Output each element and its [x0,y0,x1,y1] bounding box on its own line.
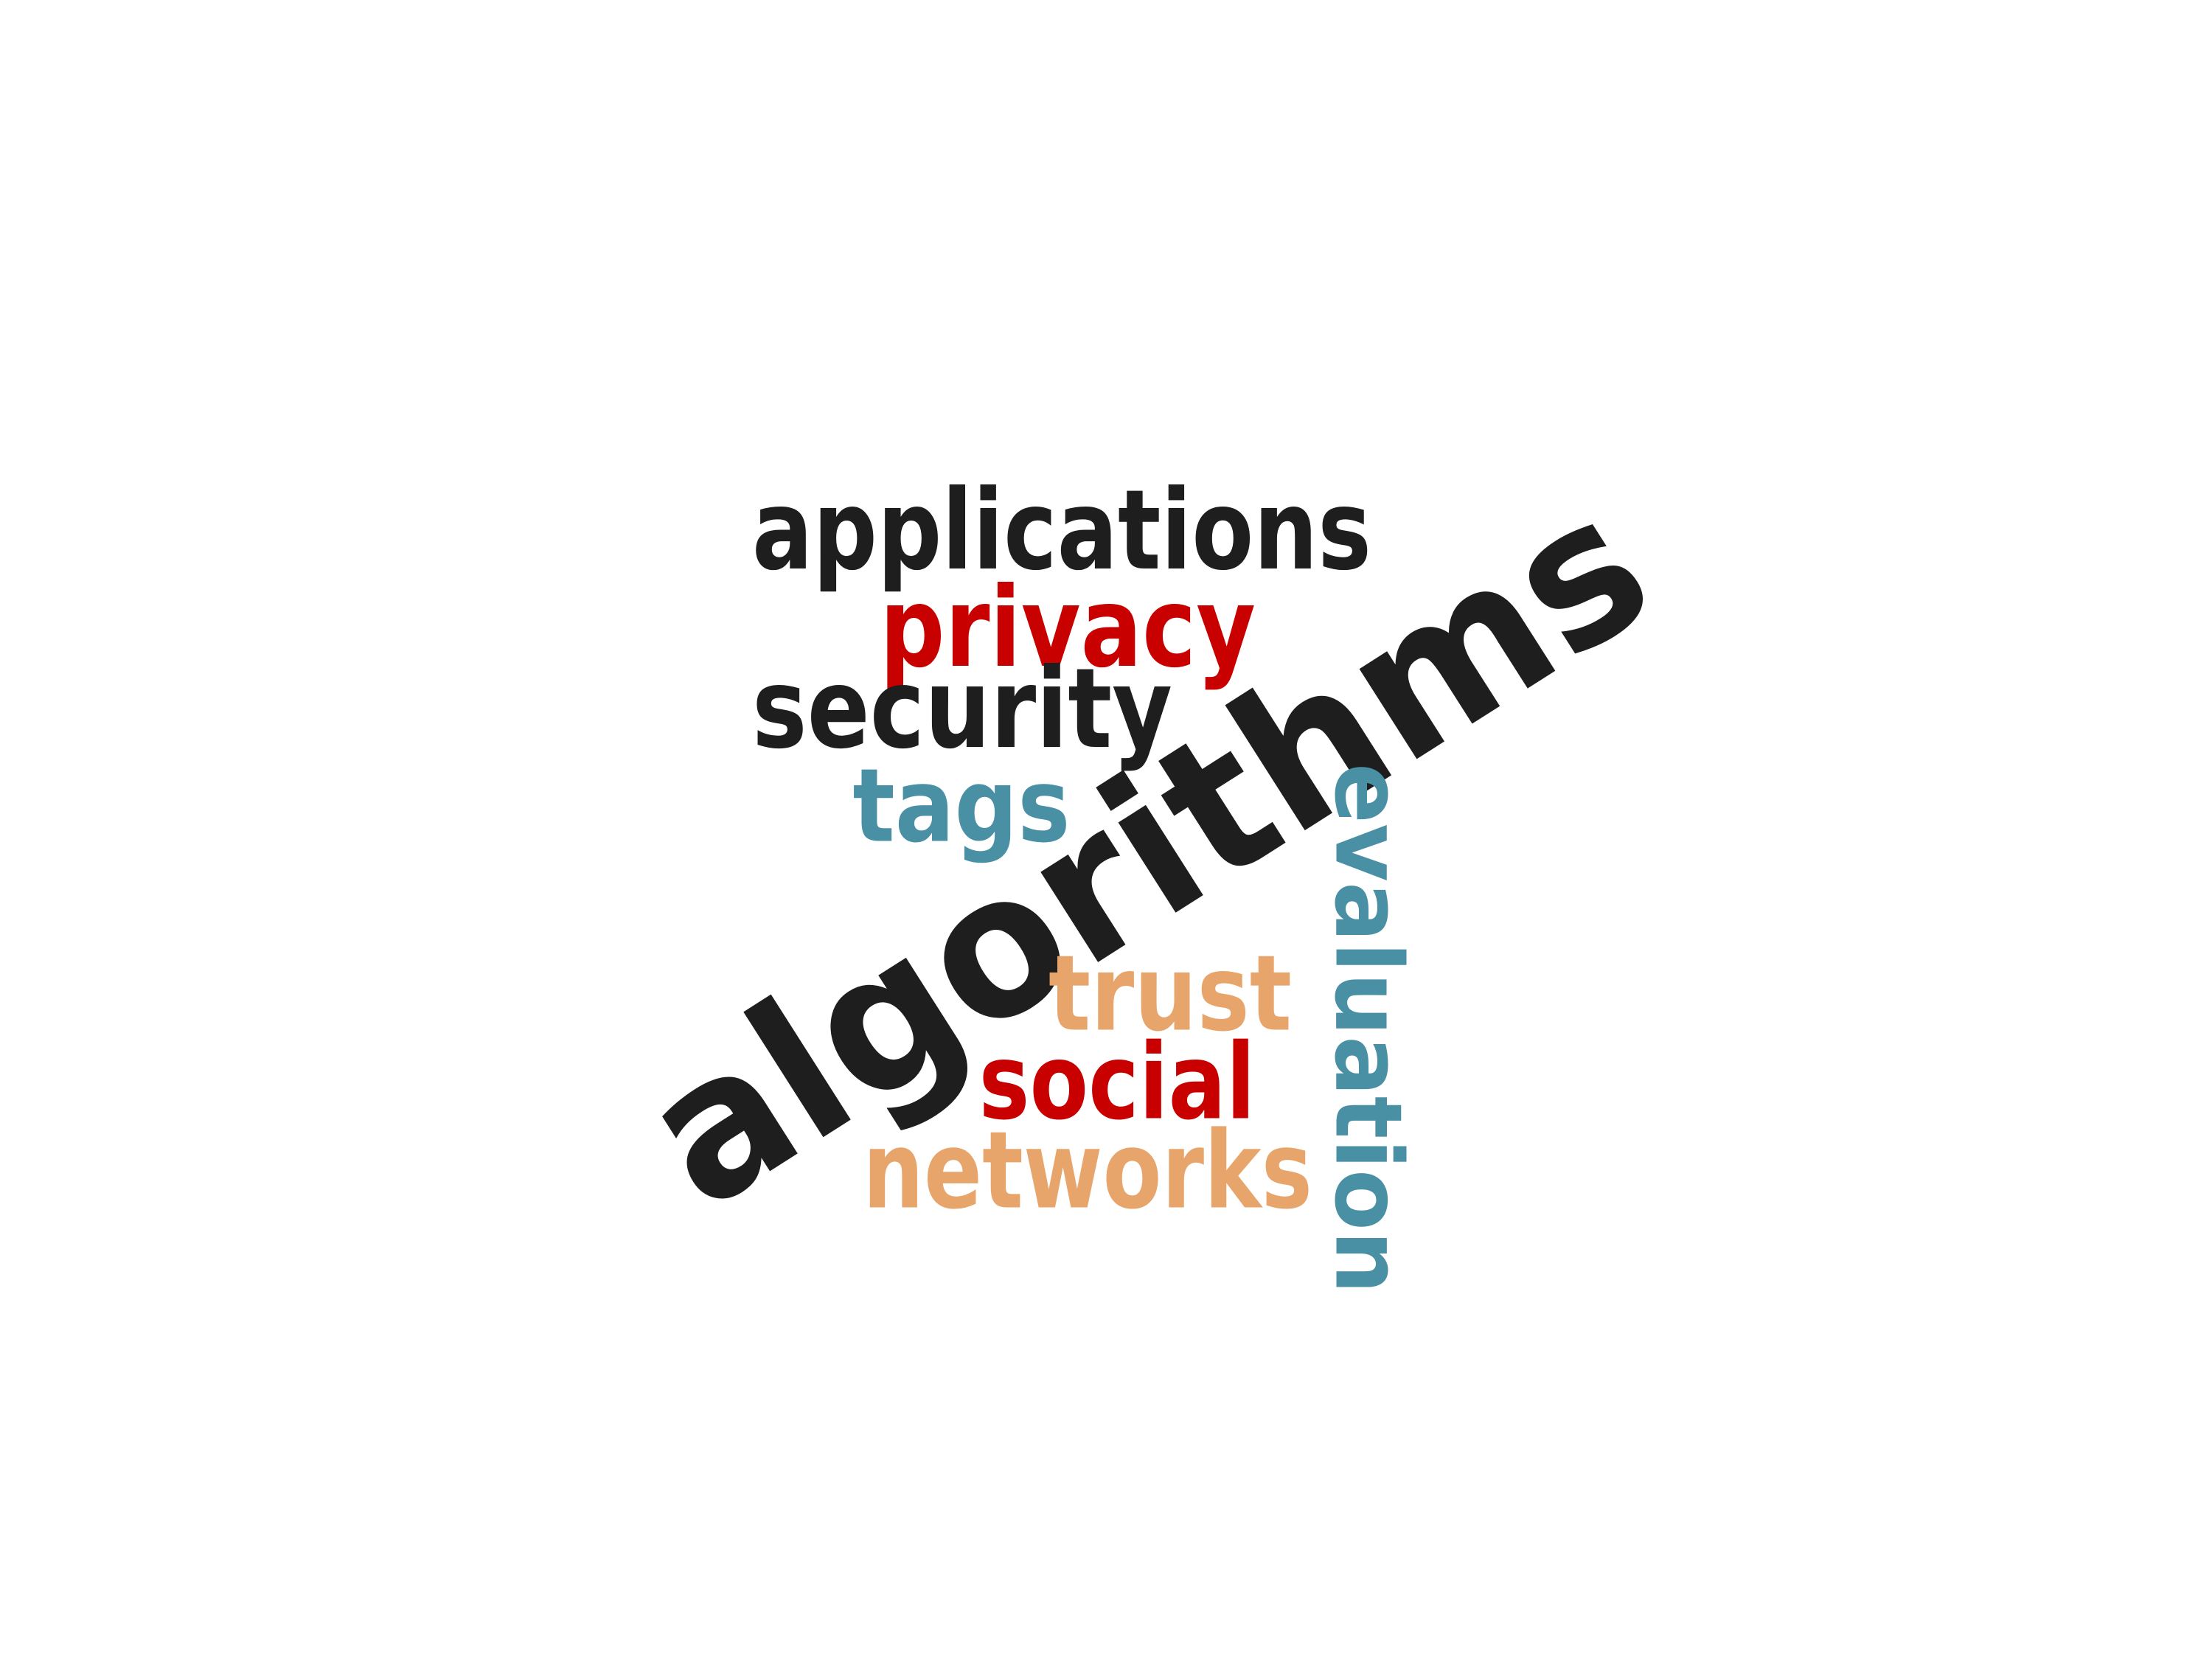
word-applications: applications [752,467,1371,595]
words-layer: applicationsprivacysecuritytagsalgorithm… [607,451,1686,1294]
word-trust: trust [1048,933,1292,1055]
word-privacy: privacy [880,564,1256,692]
word-networks: networks [863,1109,1312,1234]
word-tags: tags [853,747,1071,866]
word-evaluation: evaluation [1315,763,1422,1294]
word-security: security [752,645,1172,773]
word-social: social [979,1022,1256,1144]
